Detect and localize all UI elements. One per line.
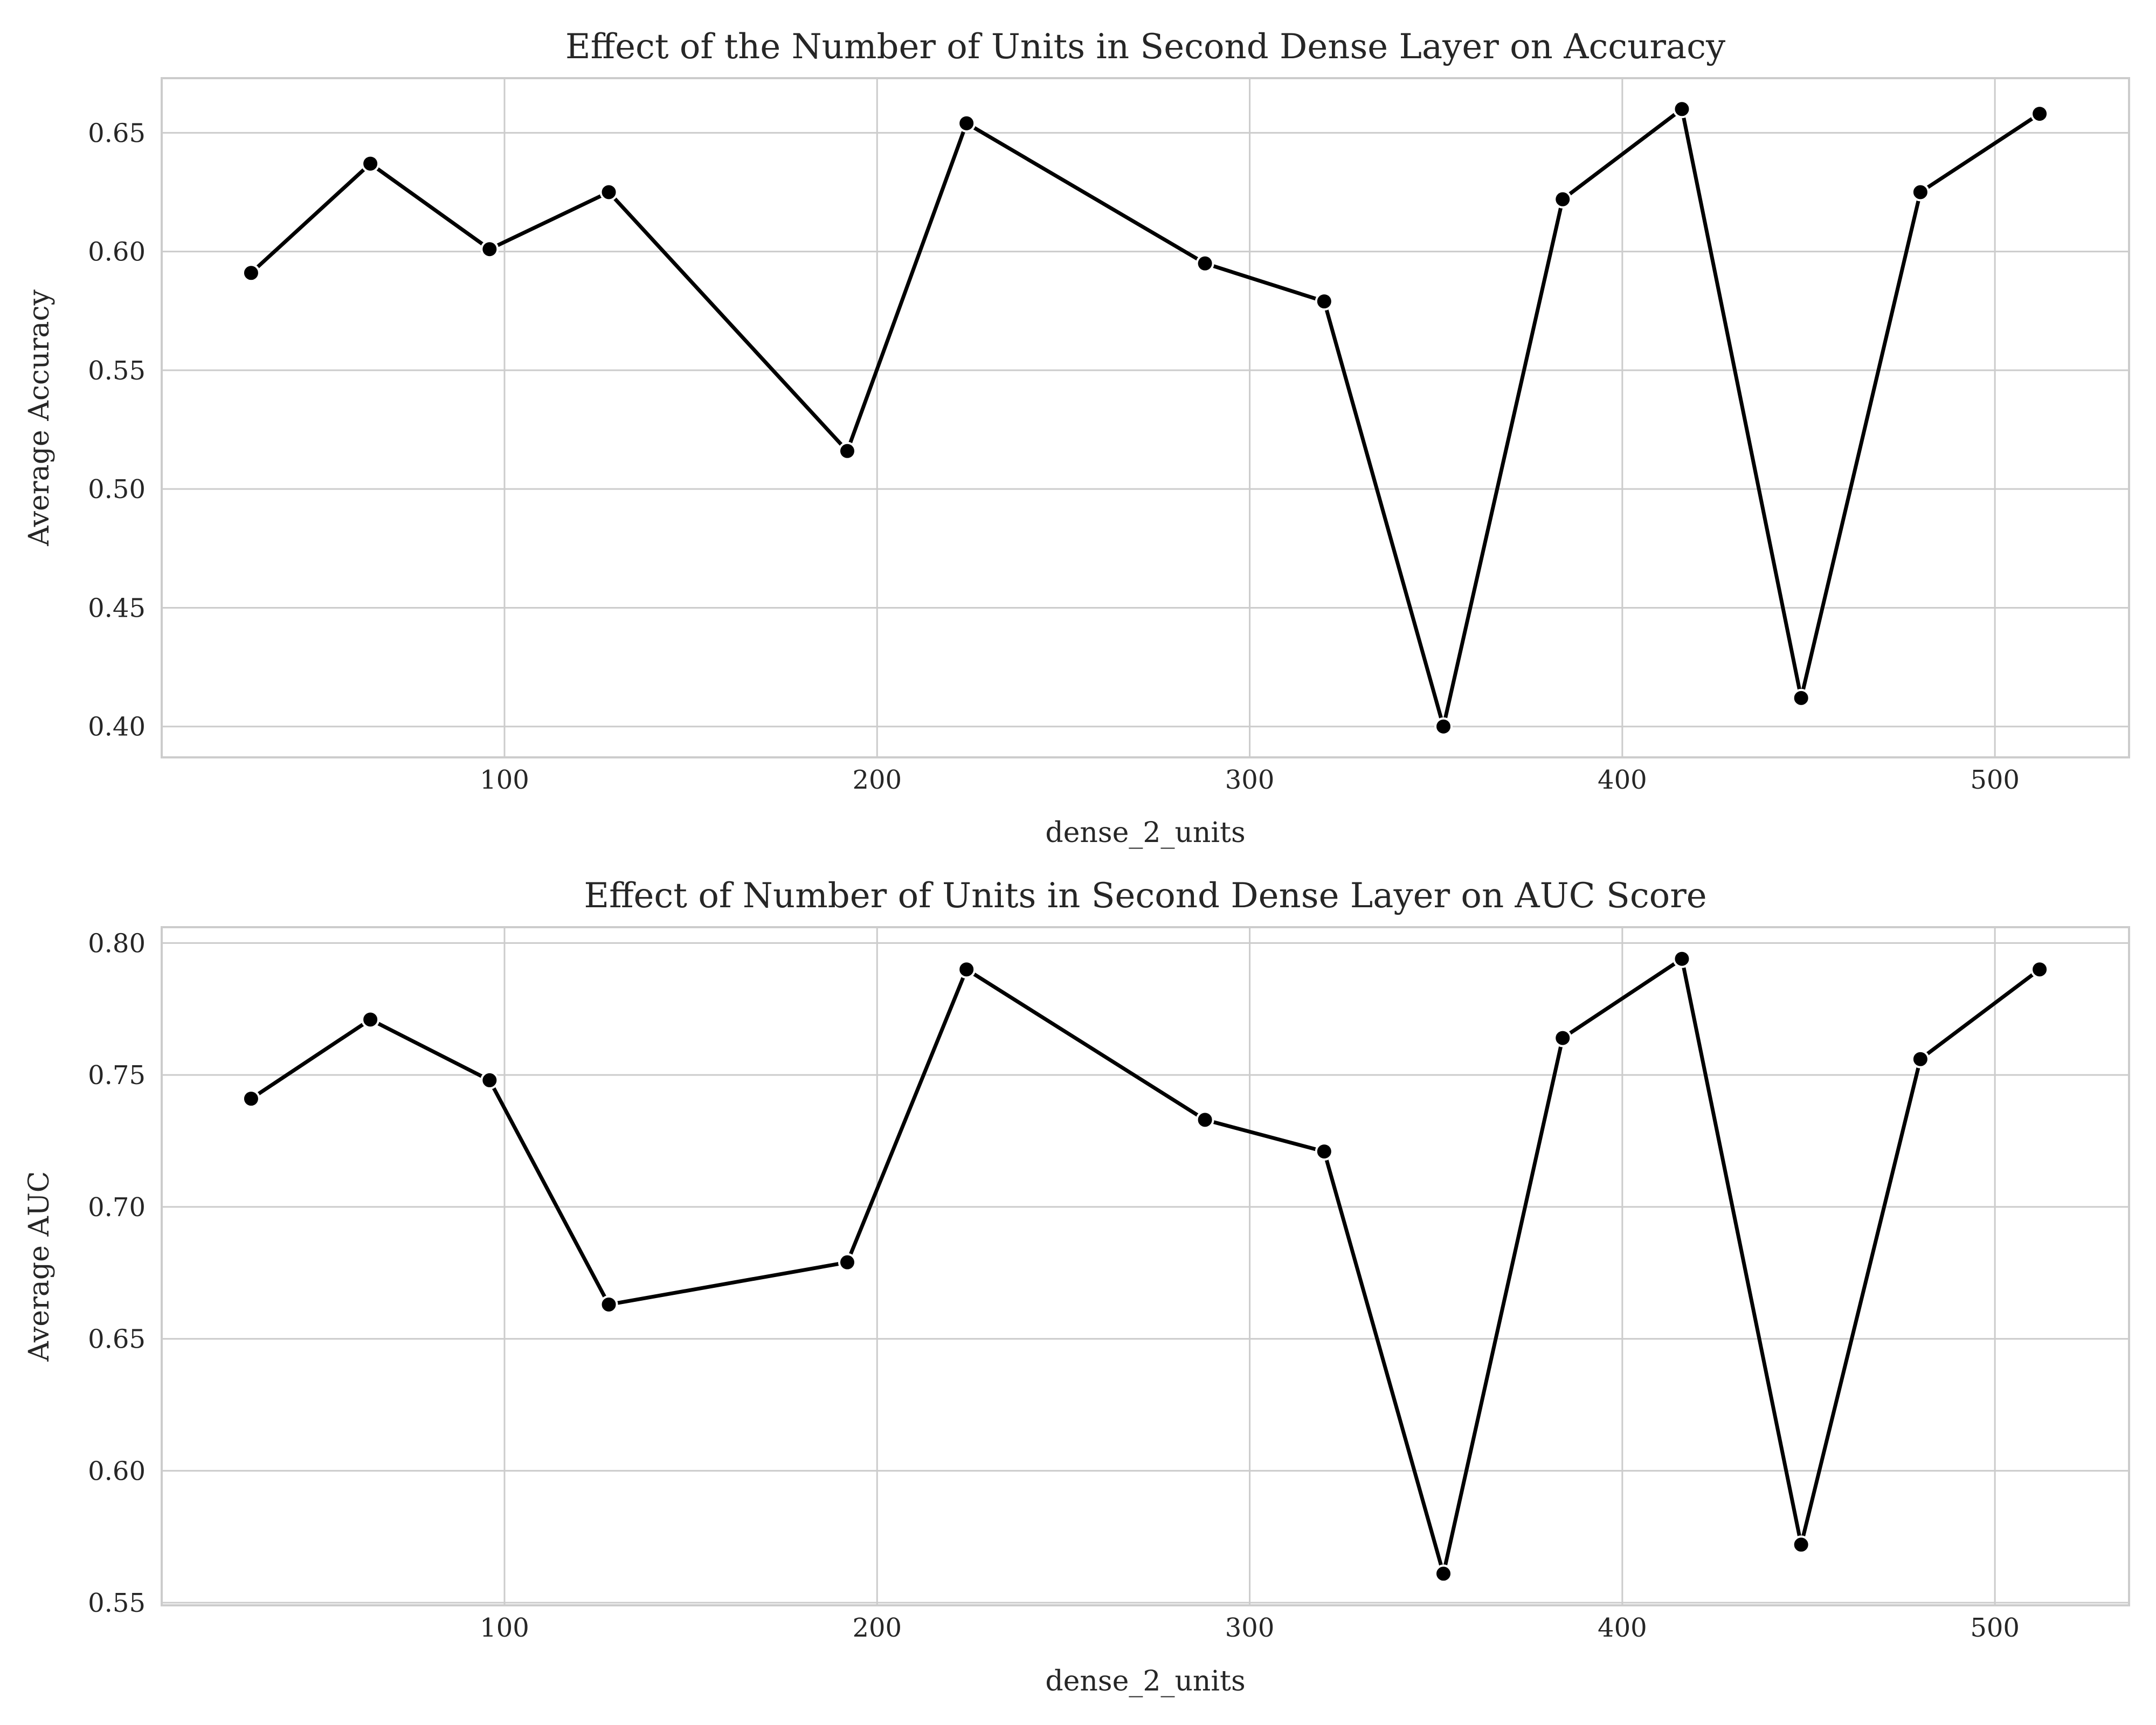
accuracy-x-tick-label: 500 xyxy=(1970,765,2020,795)
auc-y-tick-label: 0.70 xyxy=(88,1192,146,1223)
accuracy-tick-labels: 100 200 300 400 500 0.40 0.45 0.50 0.55 0.60 0.65 xyxy=(88,118,2020,795)
auc-data-point xyxy=(2030,960,2049,979)
auc-x-tick-label: 500 xyxy=(1970,1613,2020,1643)
auc-x-axis-label: dense_2_units xyxy=(1045,1665,1245,1698)
auc-plot-frame xyxy=(161,926,2130,1606)
auc-y-tick-label: 0.55 xyxy=(88,1588,146,1618)
accuracy-data-point xyxy=(1196,254,1214,273)
accuracy-gridlines xyxy=(162,78,2129,757)
accuracy-plot-frame xyxy=(161,77,2130,758)
accuracy-markers xyxy=(241,100,2049,736)
auc-y-tick-label: 0.60 xyxy=(88,1456,146,1486)
auc-data-point xyxy=(480,1071,499,1089)
accuracy-x-tick-label: 200 xyxy=(852,765,902,795)
accuracy-x-tick-label: 400 xyxy=(1598,765,1647,795)
accuracy-y-tick-label: 0.60 xyxy=(88,237,146,267)
auc-data-point xyxy=(1434,1564,1453,1583)
accuracy-y-tick-label: 0.55 xyxy=(88,356,146,386)
accuracy-data-point xyxy=(480,240,499,259)
auc-data-point xyxy=(1553,1029,1572,1047)
accuracy-chart-title: Effect of the Number of Units in Second … xyxy=(565,27,1725,67)
accuracy-data-point xyxy=(1434,717,1453,736)
accuracy-data-point xyxy=(361,154,380,173)
auc-tick-labels: 100 200 300 400 500 0.55 0.60 0.65 0.70 0.75 0.80 xyxy=(88,928,2020,1643)
accuracy-x-axis-label: dense_2_units xyxy=(1045,817,1245,849)
accuracy-data-point xyxy=(241,264,260,282)
auc-x-tick-label: 200 xyxy=(852,1613,902,1643)
accuracy-data-point xyxy=(838,441,856,460)
accuracy-data-point xyxy=(599,183,618,202)
accuracy-data-point xyxy=(1911,183,1930,202)
auc-data-point xyxy=(1792,1535,1811,1554)
accuracy-chart: 100 200 300 400 5000.400.450.500.550.600.65 … xyxy=(23,27,2130,849)
auc-data-point xyxy=(1673,949,1691,968)
auc-x-tick-label: 100 xyxy=(480,1613,529,1643)
accuracy-y-axis-label: Average Accuracy xyxy=(23,289,56,547)
auc-series-line xyxy=(250,957,2041,1576)
accuracy-x-tick-label: 100 xyxy=(480,765,529,795)
auc-x-tick-label: 300 xyxy=(1225,1613,1275,1643)
auc-data-point xyxy=(241,1089,260,1108)
auc-data-point xyxy=(361,1010,380,1029)
auc-data-point xyxy=(1911,1050,1930,1068)
accuracy-x-tick-label: 300 xyxy=(1225,765,1275,795)
auc-data-point xyxy=(957,960,976,979)
accuracy-data-point xyxy=(1315,292,1333,311)
accuracy-y-tick-label: 0.40 xyxy=(88,712,146,742)
auc-gridlines xyxy=(162,927,2129,1605)
accuracy-y-tick-label: 0.45 xyxy=(88,593,146,623)
auc-data-point xyxy=(599,1295,618,1314)
accuracy-data-point xyxy=(957,114,976,133)
accuracy-data-point xyxy=(1792,688,1811,707)
accuracy-data-point xyxy=(2030,105,2049,123)
accuracy-series-line xyxy=(250,107,2041,729)
auc-data-point xyxy=(1315,1142,1333,1161)
auc-data-point xyxy=(1196,1110,1214,1129)
auc-y-tick-label: 0.65 xyxy=(88,1324,146,1355)
auc-x-tick-label: 400 xyxy=(1598,1613,1647,1643)
auc-markers xyxy=(241,949,2049,1583)
accuracy-data-point xyxy=(1553,190,1572,209)
accuracy-y-tick-label: 0.50 xyxy=(88,474,146,505)
auc-y-axis-label: Average AUC xyxy=(23,1171,56,1362)
auc-y-tick-label: 0.80 xyxy=(88,928,146,958)
auc-data-point xyxy=(838,1253,856,1272)
accuracy-y-tick-label: 0.65 xyxy=(88,118,146,148)
accuracy-data-point xyxy=(1673,100,1691,119)
auc-chart-title: Effect of Number of Units in Second Dens… xyxy=(584,876,1706,916)
auc-chart: 100 200 300 400 5000.550.600.650.700.750.80 … xyxy=(23,876,2130,1698)
auc-y-tick-label: 0.75 xyxy=(88,1060,146,1091)
